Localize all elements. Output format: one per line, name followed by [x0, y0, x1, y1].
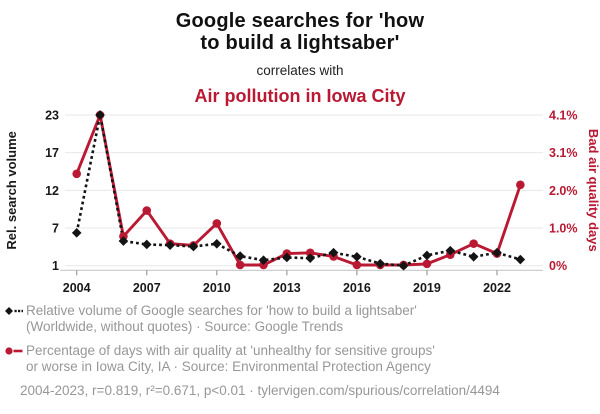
- lightsaber-searches-marker: [515, 254, 526, 265]
- legend-searches-line1: Relative volume of Google searches for '…: [26, 303, 417, 318]
- legend-pollution-line2: or worse in Iowa City, IA · Source: Envi…: [26, 358, 431, 374]
- x-tick-label: 2007: [133, 281, 161, 295]
- y-tick-label-right: 2.0%: [549, 184, 578, 198]
- x-tick-label: 2016: [343, 281, 371, 295]
- legend-text-pollution: Percentage of days with air quality at '…: [26, 343, 435, 374]
- correlates-with-label: correlates with: [256, 63, 344, 78]
- subtitle-red: Air pollution in Iowa City: [194, 86, 406, 106]
- y-tick-label-left: 12: [45, 184, 59, 198]
- lightsaber-searches-marker: [258, 255, 269, 266]
- lightsaber-searches-marker: [282, 252, 292, 263]
- bad-air-quality-days-marker: [235, 260, 245, 270]
- bad-air-quality-days-marker: [352, 260, 362, 270]
- chart-legend: Relative volume of Google searches for '…: [5, 303, 597, 398]
- bad-air-quality-days-marker: [469, 239, 478, 248]
- correlation-line-chart: 1 0% 7 1.0% 12 2.0% 17 3.1% 23 4.1% 2004 2007 2010 20…: [4, 109, 600, 296]
- lightsaber-searches-marker: [352, 251, 362, 262]
- bad-air-quality-days-marker: [422, 259, 432, 269]
- page-title-line1: Google searches for 'how: [175, 10, 425, 32]
- lightsaber-searches-marker: [422, 250, 432, 261]
- lightsaber-searches-marker: [492, 247, 502, 258]
- legend-item-pollution: Percentage of days with air quality at '…: [5, 343, 597, 374]
- lightsaber-searches-marker: [165, 240, 175, 250]
- lightsaber-searches-marker: [398, 260, 409, 271]
- legend-item-searches: Relative volume of Google searches for '…: [5, 303, 597, 334]
- lightsaber-searches-marker: [118, 236, 129, 246]
- legend-text-searches: Relative volume of Google searches for '…: [26, 303, 417, 334]
- y-tick-label-right: 4.1%: [549, 109, 578, 123]
- searches-legend-marker-icon: [5, 307, 23, 315]
- y-tick-label-left: 7: [52, 222, 59, 236]
- lightsaber-searches-marker: [235, 251, 245, 261]
- y-tick-label-left: 23: [45, 109, 59, 123]
- bad-air-quality-days-marker: [72, 169, 81, 179]
- bad-air-quality-days-marker: [516, 180, 525, 190]
- right-axis-title: Bad air quality days: [586, 129, 600, 252]
- x-tick-label: 2022: [483, 281, 511, 295]
- lightsaber-searches-marker: [71, 228, 82, 238]
- bad-air-quality-days-marker: [212, 219, 222, 228]
- y-tick-label-right: 1.0%: [549, 222, 578, 236]
- bad-air-quality-days-marker: [142, 206, 152, 215]
- stats-footer: 2004-2023, r=0.819, r²=0.671, p<0.01 · t…: [20, 383, 500, 398]
- lightsaber-searches-marker: [328, 247, 339, 258]
- lightsaber-searches-marker: [305, 253, 315, 263]
- y-tick-label-left: 17: [45, 146, 59, 160]
- lightsaber-searches-marker: [445, 245, 456, 256]
- chart-header: Google searches for 'how to build a ligh…: [0, 10, 600, 107]
- lightsaber-searches-marker: [95, 110, 105, 120]
- x-tick-label: 2010: [203, 281, 231, 295]
- x-tick-label: 2004: [63, 281, 91, 295]
- y-tick-label-right: 0%: [549, 259, 567, 273]
- lightsaber-searches-marker: [188, 241, 199, 252]
- y-tick-label-right: 3.1%: [549, 146, 578, 160]
- lightsaber-searches-marker: [141, 239, 152, 250]
- x-tick-label: 2013: [273, 281, 301, 295]
- y-tick-label-left: 1: [52, 259, 59, 273]
- pollution-legend-marker-icon: [5, 347, 23, 355]
- lightsaber-searches-marker: [375, 258, 386, 269]
- bad-air-quality-days-marker: [305, 248, 315, 258]
- page-title-line2: to build a lightsaber': [200, 32, 400, 54]
- lightsaber-searches-marker: [468, 251, 479, 262]
- legend-pollution-line1: Percentage of days with air quality at '…: [26, 343, 435, 358]
- x-tick-label: 2019: [413, 281, 441, 295]
- legend-searches-line2: (Worldwide, without quotes) · Source: Go…: [26, 318, 344, 334]
- left-axis-title: Rel. search volume: [4, 131, 19, 250]
- lightsaber-searches-marker: [212, 238, 222, 249]
